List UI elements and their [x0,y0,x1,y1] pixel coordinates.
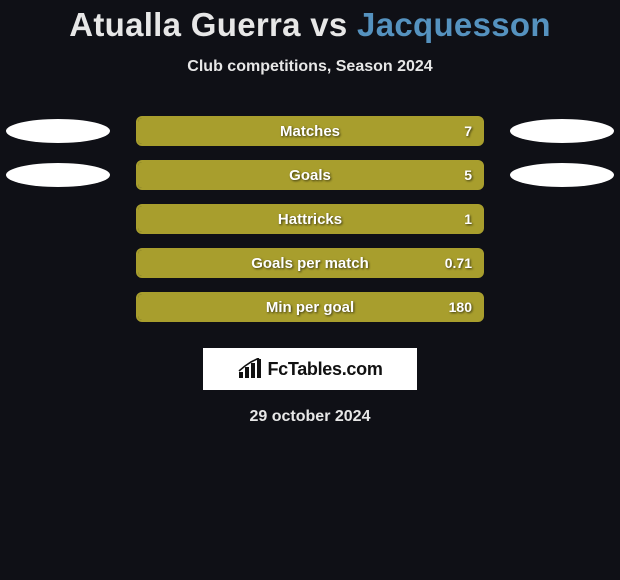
stat-bar: Goals per match 0.71 [136,248,484,278]
stat-value: 180 [449,299,472,315]
title-player2: Jacquesson [357,6,551,43]
stat-row: Goals per match 0.71 [6,248,614,278]
bars-icon [237,358,263,380]
title-player1: Atualla Guerra [69,6,301,43]
footer-date: 29 october 2024 [6,408,614,426]
stat-bar: Goals 5 [136,160,484,190]
stat-row: Min per goal 180 [6,292,614,322]
stat-label: Hattricks [278,211,342,228]
player2-ellipse [510,163,614,187]
stats-list: Matches 7 Goals 5 Hattricks 1 Goals per match 0… [6,116,614,322]
stat-row: Matches 7 [6,116,614,146]
stat-value: 1 [464,211,472,227]
stat-bar: Matches 7 [136,116,484,146]
infographic-container: Atualla Guerra vs Jacquesson Club compet… [0,0,620,426]
stat-label: Matches [280,123,340,140]
page-title: Atualla Guerra vs Jacquesson [6,0,614,44]
stat-bar: Hattricks 1 [136,204,484,234]
stat-label: Goals [289,167,331,184]
stat-label: Goals per match [251,255,369,272]
stat-row: Goals 5 [6,160,614,190]
player1-ellipse [6,119,110,143]
logo-text: FcTables.com [267,359,382,380]
title-vs: vs [301,6,357,43]
subtitle: Club competitions, Season 2024 [6,58,614,76]
stat-value: 7 [464,123,472,139]
stat-bar: Min per goal 180 [136,292,484,322]
player2-ellipse [510,119,614,143]
stat-label: Min per goal [266,299,354,316]
player1-ellipse [6,163,110,187]
stat-value: 5 [464,167,472,183]
stat-row: Hattricks 1 [6,204,614,234]
logo-box: FcTables.com [203,348,417,390]
stat-value: 0.71 [445,255,472,271]
